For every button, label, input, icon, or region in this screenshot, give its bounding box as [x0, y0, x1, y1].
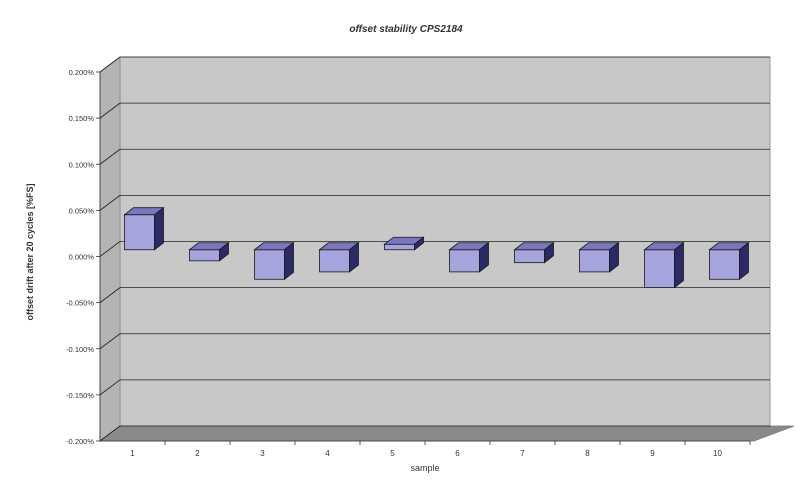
- bar: [318, 241, 360, 273]
- y-axis-ticks: 0.200% 0.150% 0.100% 0.050% 0.000% -0.050% -0.…: [66, 68, 101, 446]
- axis-labels: sample offset drift after 20 cycles [%FS…: [25, 183, 440, 473]
- x-axis-label: sample: [410, 463, 439, 473]
- bar-front: [254, 249, 285, 280]
- x-tick-label: 8: [585, 449, 590, 458]
- gridline: [99, 287, 121, 303]
- gridline: [99, 102, 121, 119]
- gridline: [99, 333, 121, 350]
- bar: [513, 241, 555, 264]
- y-axis-label: offset drift after 20 cycles [%FS]: [25, 183, 35, 320]
- bar: [708, 241, 750, 281]
- y-tick-label: -0.200%: [66, 437, 94, 446]
- floor: [98, 425, 795, 442]
- y-tick-label: -0.050%: [66, 299, 94, 308]
- bar-side: [284, 241, 294, 281]
- bar-side: [674, 241, 684, 289]
- bar-front: [709, 249, 740, 280]
- gridline: [99, 148, 121, 165]
- x-tick-label: 6: [455, 449, 460, 458]
- bar: [448, 241, 490, 273]
- y-tick-label: 0.150%: [69, 114, 95, 123]
- gridline: [99, 56, 121, 73]
- x-tick-label: 1: [130, 449, 135, 458]
- bar: [643, 241, 685, 289]
- gridlines: [99, 56, 770, 442]
- y-tick-label: 0.200%: [69, 68, 95, 77]
- x-tick-label: 7: [520, 449, 525, 458]
- x-tick-label: 10: [713, 449, 722, 458]
- bar-side: [154, 206, 164, 251]
- bar-side: [414, 236, 424, 251]
- bar-front: [384, 243, 415, 251]
- bar-side: [544, 241, 554, 264]
- bar-front: [579, 249, 610, 273]
- x-tick-label: 2: [195, 449, 200, 458]
- chart-title: offset stability CPS2184: [349, 24, 463, 35]
- bar-side: [479, 241, 489, 273]
- bar-front: [449, 249, 480, 273]
- gridline: [99, 195, 121, 211]
- gridline: [99, 425, 121, 442]
- x-tick-label: 3: [260, 449, 265, 458]
- bar: [188, 241, 230, 262]
- bar-front: [189, 249, 220, 262]
- x-tick-label: 9: [650, 449, 655, 458]
- bar-side: [219, 241, 229, 262]
- bar: [253, 241, 295, 281]
- y-tick-label: 0.050%: [69, 206, 95, 215]
- x-axis-ticks: 1 2 3 4 5 6 7 8 9 10: [100, 440, 751, 458]
- bar-front: [124, 214, 155, 251]
- gridline: [99, 241, 121, 257]
- gridline: [99, 379, 121, 396]
- x-tick-label: 5: [390, 449, 395, 458]
- x-tick-label: 4: [325, 449, 330, 458]
- y-tick-label: -0.150%: [66, 391, 94, 400]
- bar-series: [123, 206, 750, 289]
- bar-front: [319, 249, 350, 273]
- bar-front: [644, 249, 675, 288]
- bar: [383, 236, 425, 251]
- bar-side: [349, 241, 359, 273]
- bar-side: [739, 241, 749, 281]
- y-tick-label: 0.100%: [69, 160, 95, 169]
- y-tick-label: -0.100%: [66, 345, 94, 354]
- y-tick-label: 0.000%: [69, 253, 95, 262]
- bar-front: [514, 249, 545, 264]
- bar-side: [609, 241, 619, 273]
- bar: [123, 206, 165, 251]
- bar: [578, 241, 620, 273]
